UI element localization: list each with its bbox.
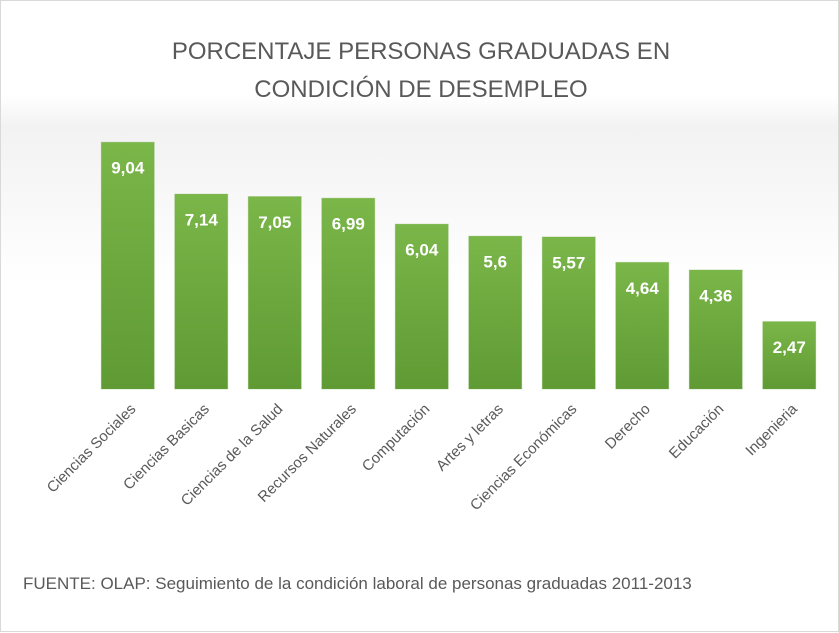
bar bbox=[541, 236, 596, 390]
data-label: 6,04 bbox=[405, 241, 439, 260]
chart-title: PORCENTAJE PERSONAS GRADUADAS EN CONDICI… bbox=[171, 38, 671, 103]
data-label: 6,99 bbox=[332, 215, 365, 234]
data-label: 9,04 bbox=[111, 159, 145, 178]
bar bbox=[394, 223, 449, 390]
x-tick-label: Derecho bbox=[602, 401, 654, 453]
bar bbox=[762, 321, 817, 390]
data-label: 4,36 bbox=[699, 286, 732, 305]
bar bbox=[321, 197, 376, 390]
data-label: 4,64 bbox=[626, 279, 660, 298]
source-note: FUENTE: OLAP: Seguimiento de la condició… bbox=[23, 574, 692, 593]
data-label: 5,57 bbox=[552, 253, 585, 272]
data-label: 7,14 bbox=[185, 211, 219, 230]
x-tick-label: Ingenieria bbox=[742, 400, 801, 459]
bar bbox=[247, 196, 302, 390]
bar bbox=[100, 141, 155, 390]
bar bbox=[174, 193, 229, 390]
x-tick-label: Educación bbox=[666, 401, 728, 463]
x-tick-label: Computación bbox=[359, 401, 434, 476]
data-label: 7,05 bbox=[258, 213, 291, 232]
bar bbox=[468, 235, 523, 390]
data-label: 2,47 bbox=[773, 338, 806, 357]
bar bbox=[615, 261, 670, 390]
x-tick-label: Artes y letras bbox=[433, 401, 507, 475]
data-label: 5,6 bbox=[483, 253, 507, 272]
bar bbox=[688, 269, 743, 390]
